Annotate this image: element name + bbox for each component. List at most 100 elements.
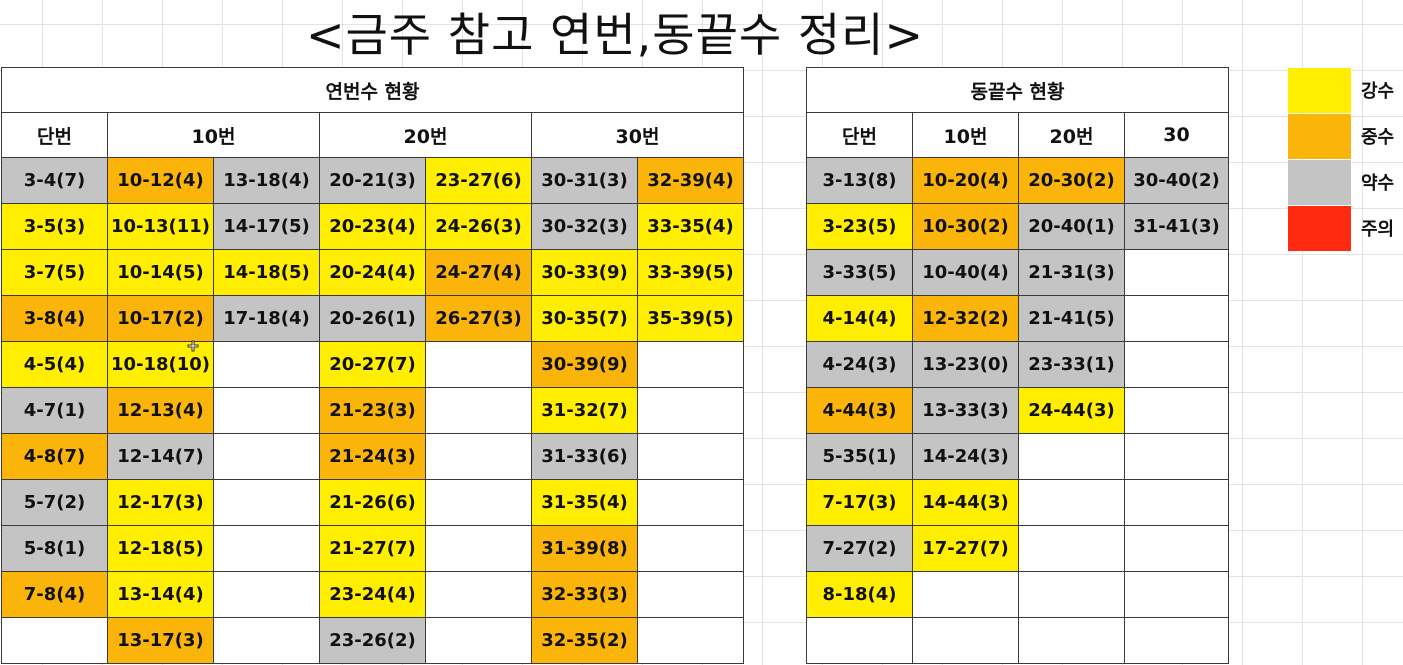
table-cell[interactable] <box>213 341 320 388</box>
table-cell[interactable]: 32-35(2) <box>531 617 638 664</box>
table-cell[interactable]: 30-35(7) <box>531 295 638 342</box>
table-cell[interactable] <box>213 479 320 526</box>
table-cell[interactable] <box>1018 571 1125 618</box>
table-cell[interactable]: 10-30(2) <box>912 203 1019 250</box>
table-cell[interactable]: 13-17(3) <box>107 617 214 664</box>
table-cell[interactable] <box>1124 617 1229 664</box>
table-cell[interactable]: 4-7(1) <box>1 387 108 434</box>
table-cell[interactable] <box>1018 617 1125 664</box>
column-header[interactable]: 10번 <box>912 112 1019 158</box>
table-cell[interactable]: 13-18(4) <box>213 157 320 204</box>
table-cell[interactable] <box>637 617 744 664</box>
table-cell[interactable]: 3-23(5) <box>806 203 913 250</box>
table-cell[interactable]: 5-35(1) <box>806 433 913 480</box>
table-cell[interactable]: 30-39(9) <box>531 341 638 388</box>
table-cell[interactable]: 31-39(8) <box>531 525 638 572</box>
table-cell[interactable]: 3-8(4) <box>1 295 108 342</box>
table-cell[interactable] <box>425 525 532 572</box>
table-cell[interactable]: 20-23(4) <box>319 203 426 250</box>
table-cell[interactable]: 10-12(4) <box>107 157 214 204</box>
table-cell[interactable] <box>425 341 532 388</box>
table-cell[interactable]: 10-18(10) <box>107 341 214 388</box>
table-cell[interactable]: 24-26(3) <box>425 203 532 250</box>
table-cell[interactable] <box>1018 525 1125 572</box>
table-cell[interactable]: 14-44(3) <box>912 479 1019 526</box>
table-cell[interactable]: 7-27(2) <box>806 525 913 572</box>
column-header[interactable]: 10번 <box>107 112 320 158</box>
table-cell[interactable]: 5-7(2) <box>1 479 108 526</box>
table-cell[interactable]: 20-26(1) <box>319 295 426 342</box>
table-cell[interactable]: 21-27(7) <box>319 525 426 572</box>
table-caption[interactable]: 동끝수 현황 <box>806 67 1229 113</box>
table-cell[interactable]: 14-17(5) <box>213 203 320 250</box>
table-cell[interactable]: 23-24(4) <box>319 571 426 618</box>
column-header[interactable]: 30번 <box>531 112 744 158</box>
table-cell[interactable]: 10-40(4) <box>912 249 1019 296</box>
table-caption[interactable]: 연번수 현황 <box>1 67 744 113</box>
table-cell[interactable]: 33-35(4) <box>637 203 744 250</box>
table-cell[interactable] <box>1124 571 1229 618</box>
table-cell[interactable]: 12-14(7) <box>107 433 214 480</box>
table-cell[interactable]: 33-39(5) <box>637 249 744 296</box>
table-cell[interactable]: 32-33(3) <box>531 571 638 618</box>
table-cell[interactable] <box>213 433 320 480</box>
table-cell[interactable]: 12-32(2) <box>912 295 1019 342</box>
table-cell[interactable]: 7-17(3) <box>806 479 913 526</box>
table-cell[interactable]: 24-27(4) <box>425 249 532 296</box>
table-cell[interactable]: 23-33(1) <box>1018 341 1125 388</box>
table-cell[interactable] <box>1018 433 1125 480</box>
table-cell[interactable] <box>213 571 320 618</box>
table-cell[interactable] <box>425 479 532 526</box>
table-cell[interactable]: 14-18(5) <box>213 249 320 296</box>
table-cell[interactable]: 21-23(3) <box>319 387 426 434</box>
table-cell[interactable] <box>637 387 744 434</box>
table-cell[interactable]: 31-33(6) <box>531 433 638 480</box>
table-cell[interactable]: 21-31(3) <box>1018 249 1125 296</box>
table-cell[interactable]: 31-32(7) <box>531 387 638 434</box>
table-cell[interactable]: 30-40(2) <box>1124 157 1229 204</box>
table-cell[interactable] <box>637 433 744 480</box>
table-cell[interactable] <box>425 571 532 618</box>
table-cell[interactable] <box>213 617 320 664</box>
column-header[interactable]: 20번 <box>319 112 532 158</box>
table-cell[interactable]: 10-20(4) <box>912 157 1019 204</box>
table-cell[interactable] <box>1018 479 1125 526</box>
table-cell[interactable]: 21-41(5) <box>1018 295 1125 342</box>
column-header[interactable]: 단번 <box>1 112 108 158</box>
table-cell[interactable]: 7-8(4) <box>1 571 108 618</box>
table-cell[interactable] <box>1 617 108 664</box>
table-cell[interactable] <box>213 387 320 434</box>
table-cell[interactable]: 4-14(4) <box>806 295 913 342</box>
table-cell[interactable] <box>1124 341 1229 388</box>
table-cell[interactable]: 20-40(1) <box>1018 203 1125 250</box>
table-cell[interactable]: 3-13(8) <box>806 157 913 204</box>
table-cell[interactable] <box>912 617 1019 664</box>
table-cell[interactable]: 3-7(5) <box>1 249 108 296</box>
table-cell[interactable]: 4-44(3) <box>806 387 913 434</box>
table-cell[interactable] <box>1124 525 1229 572</box>
table-cell[interactable]: 21-26(6) <box>319 479 426 526</box>
table-cell[interactable]: 20-27(7) <box>319 341 426 388</box>
table-cell[interactable]: 17-27(7) <box>912 525 1019 572</box>
table-cell[interactable]: 10-13(11) <box>107 203 214 250</box>
table-cell[interactable]: 4-5(4) <box>1 341 108 388</box>
table-cell[interactable]: 17-18(4) <box>213 295 320 342</box>
table-cell[interactable] <box>1124 479 1229 526</box>
table-cell[interactable]: 4-24(3) <box>806 341 913 388</box>
table-cell[interactable]: 14-24(3) <box>912 433 1019 480</box>
table-cell[interactable]: 12-13(4) <box>107 387 214 434</box>
table-cell[interactable]: 32-39(4) <box>637 157 744 204</box>
table-cell[interactable]: 35-39(5) <box>637 295 744 342</box>
table-cell[interactable] <box>637 525 744 572</box>
table-cell[interactable] <box>912 571 1019 618</box>
table-cell[interactable] <box>1124 249 1229 296</box>
table-cell[interactable] <box>425 617 532 664</box>
table-cell[interactable] <box>425 387 532 434</box>
table-cell[interactable] <box>806 617 913 664</box>
table-cell[interactable]: 30-33(9) <box>531 249 638 296</box>
table-cell[interactable]: 13-23(0) <box>912 341 1019 388</box>
table-cell[interactable]: 13-33(3) <box>912 387 1019 434</box>
table-cell[interactable] <box>637 341 744 388</box>
table-cell[interactable]: 20-30(2) <box>1018 157 1125 204</box>
table-cell[interactable]: 20-24(4) <box>319 249 426 296</box>
